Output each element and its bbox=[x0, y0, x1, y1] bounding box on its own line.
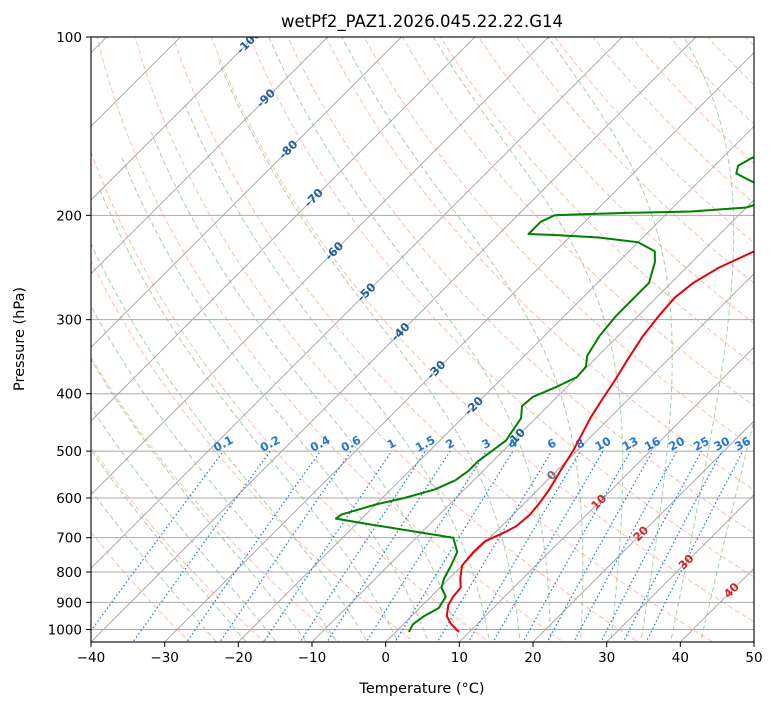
x-tick-label: −20 bbox=[224, 650, 253, 666]
dry-adiabat bbox=[363, 37, 754, 449]
dry-adiabat bbox=[478, 37, 754, 325]
y-tick-label: 400 bbox=[56, 387, 82, 403]
x-tick-label: 20 bbox=[524, 650, 541, 666]
moist-adiabat bbox=[547, 37, 673, 642]
moist-adiabat bbox=[184, 104, 491, 642]
moist-adiabat bbox=[218, 61, 521, 642]
y-tick-label: 100 bbox=[56, 30, 82, 46]
dewpoint-profile bbox=[334, 156, 754, 633]
moist-adiabat bbox=[700, 418, 754, 642]
x-tick-label: 50 bbox=[745, 650, 762, 666]
x-axis-title: Temperature (°C) bbox=[358, 681, 484, 697]
mixing-ratio-label: 20 bbox=[666, 434, 687, 454]
y-axis-title: Pressure (hPa) bbox=[12, 287, 28, 391]
mixing-ratio-label: 30 bbox=[711, 434, 732, 454]
y-tick-label: 200 bbox=[56, 208, 82, 224]
y-tick-label: 600 bbox=[56, 491, 82, 507]
x-tick-label: 0 bbox=[381, 650, 390, 666]
mixing-ratio-label: 25 bbox=[691, 434, 712, 454]
dry-adiabat bbox=[401, 37, 754, 407]
x-tick-label: 10 bbox=[451, 650, 468, 666]
mixing-ratio-line bbox=[436, 450, 553, 642]
dry-adiabat bbox=[96, 37, 565, 642]
isotherm bbox=[91, 37, 403, 349]
dry-adiabat bbox=[172, 37, 714, 642]
mixing-ratio-line bbox=[645, 450, 744, 642]
x-tick-label: −30 bbox=[150, 650, 179, 666]
mixing-ratio-line bbox=[546, 450, 654, 642]
y-tick-label: 1000 bbox=[48, 622, 82, 638]
isotherm bbox=[91, 37, 182, 128]
dry-adiabat bbox=[249, 37, 754, 578]
isotherm bbox=[532, 420, 754, 642]
moist-adiabat bbox=[150, 132, 460, 642]
moist-adiabat bbox=[91, 305, 338, 642]
isotherm bbox=[311, 199, 754, 642]
dry-adiabat bbox=[91, 150, 490, 642]
dry-adiabat bbox=[134, 37, 639, 642]
x-tick-label: 30 bbox=[598, 650, 615, 666]
isotherm bbox=[91, 37, 329, 275]
dry-adiabat bbox=[91, 259, 415, 642]
isotherm bbox=[91, 37, 624, 570]
isotherm bbox=[163, 51, 754, 642]
mixing-ratio-line bbox=[326, 450, 451, 642]
isotherm bbox=[91, 37, 476, 422]
dry-adiabat bbox=[554, 37, 754, 244]
axes: −40 −30 −20 −10 0 10 20 30 40 50 100 200 300 400 500 60… bbox=[48, 30, 763, 666]
y-tick-label: 300 bbox=[56, 313, 82, 329]
mixing-ratio-label: 16 bbox=[642, 434, 663, 454]
moist-adiabat bbox=[91, 449, 247, 642]
y-tick-label: 500 bbox=[56, 444, 82, 460]
moist-adiabat bbox=[670, 37, 735, 642]
isotherm bbox=[605, 493, 754, 642]
mixing-ratio-line bbox=[263, 450, 393, 642]
moist-adiabat bbox=[98, 188, 399, 642]
mixing-ratio-line bbox=[467, 450, 581, 642]
isotherm bbox=[237, 125, 754, 642]
dry-adiabat bbox=[668, 37, 754, 125]
isotherm bbox=[91, 37, 255, 201]
mixing-ratio-label: 10 bbox=[593, 434, 614, 454]
temperature-profile bbox=[445, 250, 754, 633]
chart-title: wetPf2_PAZ1.2026.045.22.22.G14 bbox=[281, 12, 563, 32]
dry-adiabat bbox=[210, 37, 754, 623]
mixing-ratio-line bbox=[185, 450, 321, 642]
isotherm bbox=[384, 272, 754, 642]
mixing-ratio-line bbox=[132, 450, 271, 642]
dry-adiabat bbox=[91, 445, 266, 642]
isotherm bbox=[91, 37, 697, 642]
mixing-ratio-label: 36 bbox=[732, 434, 753, 454]
mixing-ratio-label: 13 bbox=[620, 434, 641, 454]
y-tick-label: 800 bbox=[56, 565, 82, 581]
moist-adiabat bbox=[432, 37, 624, 642]
moist-adiabat bbox=[341, 37, 584, 642]
dry-adiabat bbox=[592, 37, 754, 204]
plot-frame bbox=[90, 36, 755, 643]
mixing-ratio-line bbox=[492, 450, 604, 642]
isotherm bbox=[91, 37, 550, 496]
moist-adiabat bbox=[91, 242, 368, 642]
x-tick-label: 40 bbox=[672, 650, 689, 666]
plot-area: -100-90-80-70-60-50-40-30-20-10010203040… bbox=[91, 37, 754, 642]
mixing-ratio-line bbox=[299, 450, 426, 642]
x-tick-label: −40 bbox=[77, 650, 106, 666]
y-tick-label: 900 bbox=[56, 595, 82, 611]
dry-adiabat bbox=[91, 531, 191, 642]
y-tick-label: 700 bbox=[56, 531, 82, 547]
moist-adiabat bbox=[268, 37, 551, 642]
mixing-ratio-line bbox=[219, 450, 352, 642]
x-tick-label: −10 bbox=[298, 650, 327, 666]
dry-adiabat bbox=[287, 37, 754, 534]
moist-adiabat bbox=[91, 405, 277, 642]
isotherm bbox=[458, 346, 754, 642]
